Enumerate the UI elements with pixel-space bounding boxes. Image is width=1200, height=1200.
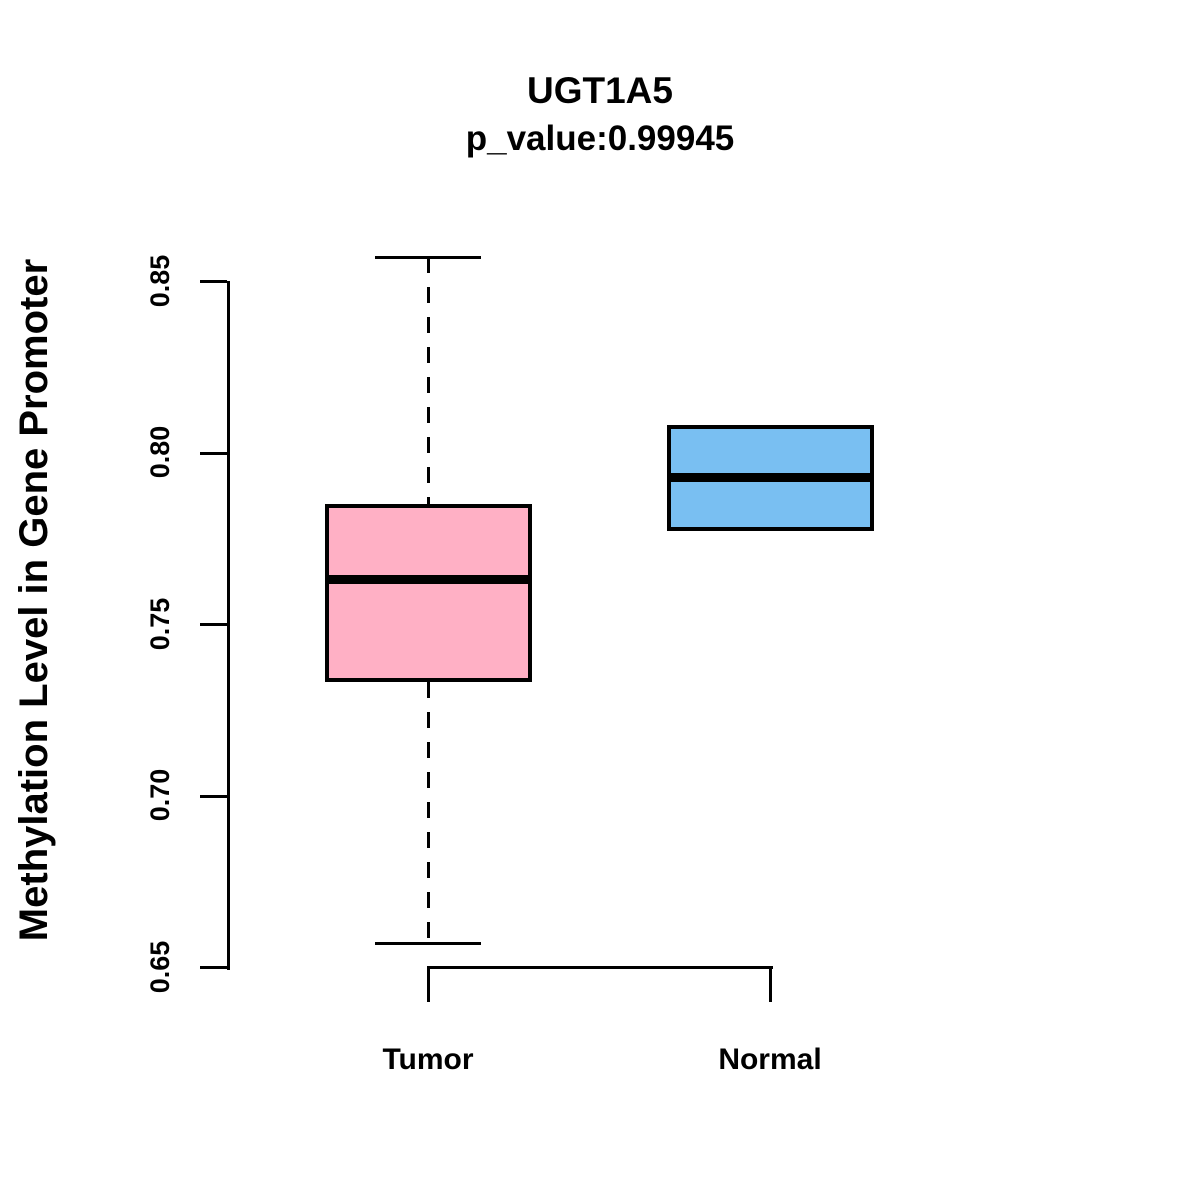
y-axis-line [227,281,230,970]
y-axis-tick [200,966,227,969]
median-line-tumor [324,575,532,585]
upper-whisker-line [427,256,430,504]
y-axis-tick [200,280,227,283]
median-line-normal [666,472,874,482]
upper-whisker-cap [375,255,481,259]
y-axis-tick [200,794,227,798]
chart-subtitle-pvalue: p_value:0.99945 [465,119,735,158]
x-group-label-tumor: Tumor [382,1043,474,1076]
box-tumor [324,503,532,683]
x-axis-tick [769,966,772,1002]
lower-whisker-cap [375,941,481,945]
y-axis-tick [200,623,227,626]
lower-whisker-line [427,682,430,943]
chart-title: UGT1A5 [527,70,673,111]
x-group-label-normal: Normal [718,1043,822,1076]
y-axis-tick [200,451,227,455]
x-axis-line [428,966,773,969]
x-axis-tick [427,966,430,1002]
